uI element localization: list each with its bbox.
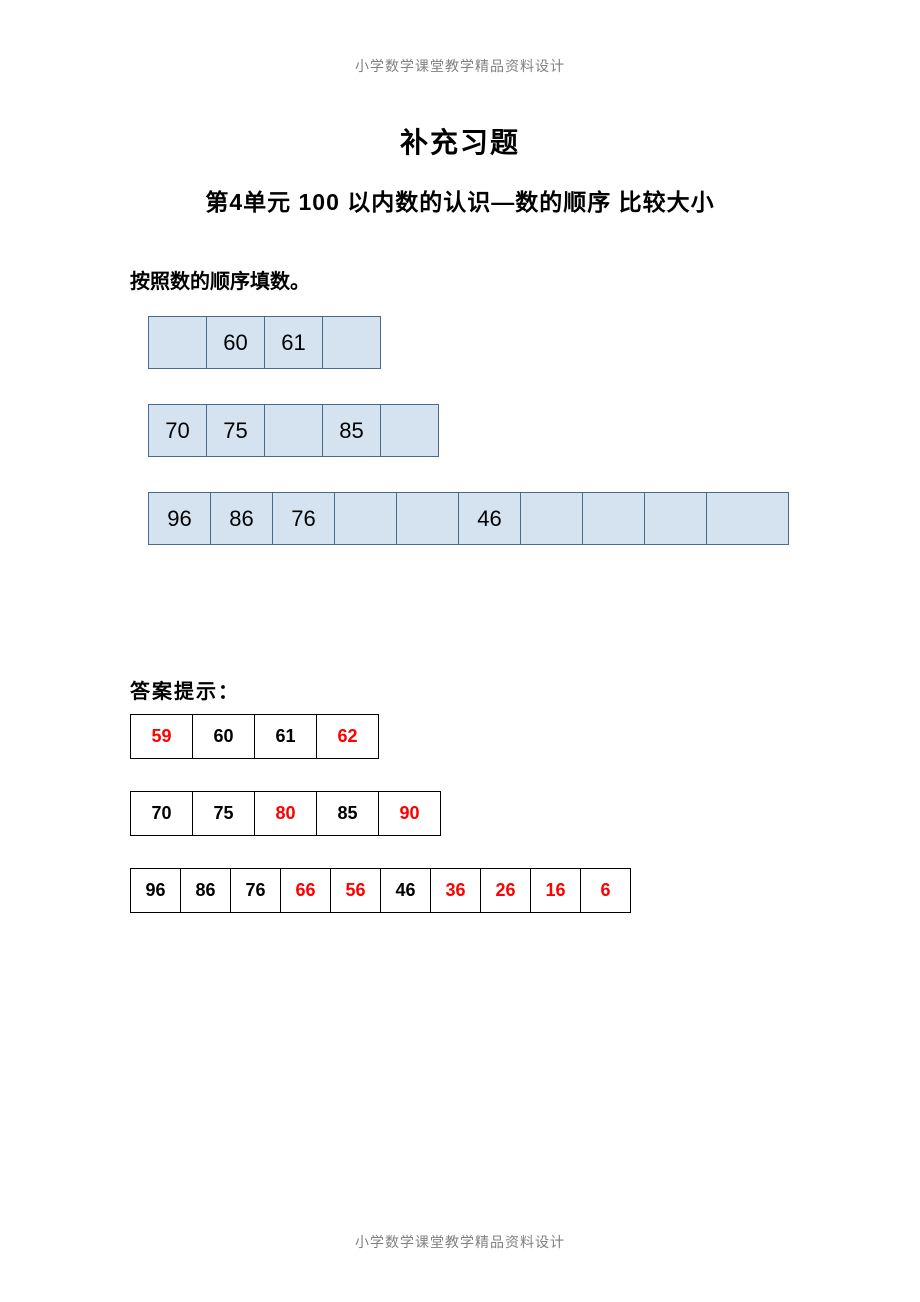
sequence-cell bbox=[707, 493, 789, 545]
sequence-cell bbox=[645, 493, 707, 545]
sequence-cell: 86 bbox=[211, 493, 273, 545]
sequence-cell bbox=[381, 405, 439, 457]
answer-cell: 80 bbox=[255, 792, 317, 836]
sequence-cell bbox=[149, 317, 207, 369]
sequence-cell bbox=[323, 317, 381, 369]
page-footer: 小学数学课堂教学精品资料设计 bbox=[0, 1232, 920, 1252]
answer-cell: 6 bbox=[581, 869, 631, 913]
sequence-cell bbox=[397, 493, 459, 545]
answer-cell: 90 bbox=[379, 792, 441, 836]
answer-table-1: 59606162 bbox=[130, 714, 379, 759]
sequence-table-2: 7075 85 bbox=[148, 404, 439, 457]
content-area: 按照数的顺序填数。 6061 707585 96867646 答案提示： 596… bbox=[0, 265, 920, 913]
answer-cell: 85 bbox=[317, 792, 379, 836]
answer-cell: 86 bbox=[181, 869, 231, 913]
answer-cell: 70 bbox=[131, 792, 193, 836]
answer-cell: 36 bbox=[431, 869, 481, 913]
sequence-cell bbox=[265, 405, 323, 457]
title-sub: 第4单元 100 以内数的认识—数的顺序 比较大小 bbox=[0, 183, 920, 217]
page-container: 小学数学课堂教学精品资料设计 补充习题 第4单元 100 以内数的认识—数的顺序… bbox=[0, 0, 920, 1302]
answer-cell: 26 bbox=[481, 869, 531, 913]
answer-cell: 46 bbox=[381, 869, 431, 913]
sequence-cell: 75 bbox=[207, 405, 265, 457]
sequence-cell bbox=[583, 493, 645, 545]
instruction-text: 按照数的顺序填数。 bbox=[130, 265, 790, 294]
title-main: 补充习题 bbox=[0, 121, 920, 161]
answer-table-3: 9686766656463626166 bbox=[130, 868, 631, 913]
sequence-table-3: 968676 46 bbox=[148, 492, 789, 545]
answer-cell: 96 bbox=[131, 869, 181, 913]
sequence-table-1: 6061 bbox=[148, 316, 381, 369]
page-header: 小学数学课堂教学精品资料设计 bbox=[0, 0, 920, 76]
answer-cell: 56 bbox=[331, 869, 381, 913]
sequence-cell bbox=[521, 493, 583, 545]
answer-cell: 62 bbox=[317, 715, 379, 759]
sequence-cell: 96 bbox=[149, 493, 211, 545]
answer-cell: 61 bbox=[255, 715, 317, 759]
sequence-cell: 76 bbox=[273, 493, 335, 545]
answer-table-2: 7075808590 bbox=[130, 791, 441, 836]
answer-cell: 16 bbox=[531, 869, 581, 913]
sequence-cell bbox=[335, 493, 397, 545]
sequence-cell: 46 bbox=[459, 493, 521, 545]
answer-cell: 75 bbox=[193, 792, 255, 836]
answer-cell: 59 bbox=[131, 715, 193, 759]
sequence-cell: 60 bbox=[207, 317, 265, 369]
sequence-cell: 70 bbox=[149, 405, 207, 457]
sequence-cell: 61 bbox=[265, 317, 323, 369]
answer-cell: 76 bbox=[231, 869, 281, 913]
answer-cell: 66 bbox=[281, 869, 331, 913]
answer-label: 答案提示： bbox=[130, 675, 790, 704]
sequence-cell: 85 bbox=[323, 405, 381, 457]
answer-cell: 60 bbox=[193, 715, 255, 759]
